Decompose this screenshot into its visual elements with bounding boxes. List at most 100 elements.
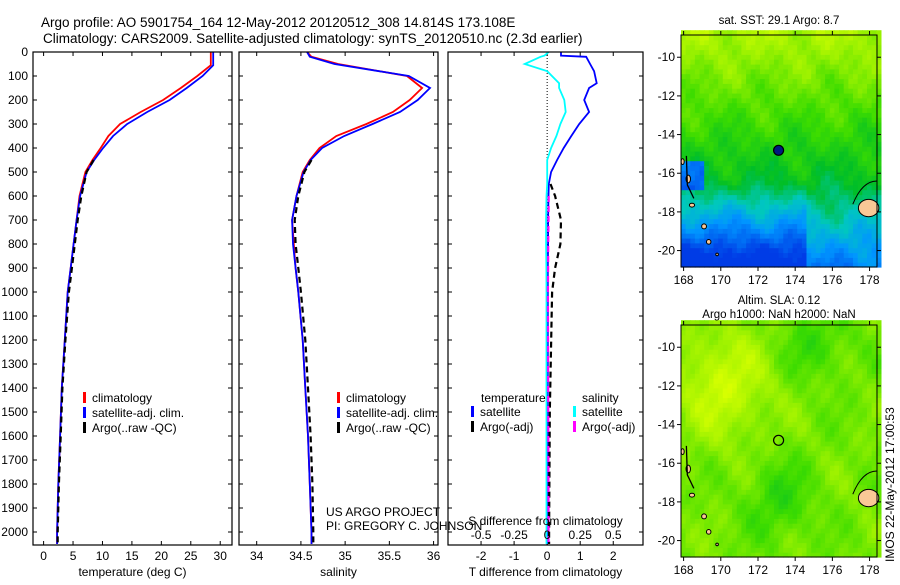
map-cell (783, 151, 789, 157)
map-cell (792, 412, 798, 418)
map-cell (722, 508, 728, 515)
map-cell (764, 494, 770, 500)
map-cell (820, 358, 826, 365)
map-cell (806, 247, 812, 254)
map-cell (787, 412, 794, 418)
map-cell (732, 508, 738, 515)
map-cell (778, 528, 784, 534)
map-cell (820, 112, 826, 118)
map-cell (718, 97, 724, 104)
map-cell (690, 228, 696, 234)
map-cell (783, 88, 789, 94)
map-cell (825, 368, 831, 374)
map-cell (718, 503, 724, 510)
map-cell (732, 126, 738, 133)
map-cell (704, 262, 710, 268)
map-cell (727, 397, 733, 403)
map-cell (764, 102, 770, 109)
map-cell (755, 233, 761, 239)
map-cell (694, 228, 701, 234)
map-cell (746, 358, 752, 365)
map-cell (815, 407, 821, 413)
map-cell (681, 344, 687, 350)
map-cell (750, 499, 756, 505)
map-cell (867, 528, 873, 534)
map-cell (741, 489, 747, 495)
map-cell (736, 412, 742, 418)
difference-panel: -2 -1 0 1 2-0.5 -0.25 0 0.25 0.5S difference fro… (447, 51, 644, 579)
map-cell (829, 257, 835, 263)
map-cell (867, 146, 873, 152)
map-cell (699, 238, 705, 244)
map-cell (694, 494, 701, 500)
island (715, 252, 719, 257)
map-cell (834, 402, 840, 408)
map-cell (825, 474, 831, 481)
map-cell (783, 44, 789, 51)
map-cell (811, 78, 817, 84)
map-cell (727, 402, 733, 408)
map-cell (694, 97, 701, 104)
map-cell (825, 465, 831, 471)
map-cell (774, 455, 780, 461)
map-cell (820, 30, 826, 36)
map-cell (797, 503, 803, 510)
map-cell (722, 537, 728, 544)
map-cell (732, 383, 738, 389)
map-cell (787, 122, 794, 128)
map-cell (704, 88, 710, 94)
map-cell (732, 30, 738, 36)
map-cell (750, 223, 756, 229)
map-cell (764, 59, 770, 65)
map-cell (871, 325, 877, 331)
map-cell (690, 223, 696, 229)
map-cell (829, 126, 835, 133)
map-cell (722, 88, 728, 94)
map-cell (867, 165, 873, 171)
map-cell (862, 397, 868, 403)
map-cell (722, 402, 728, 408)
map-cell (750, 122, 756, 128)
map-cell (755, 329, 761, 336)
map-cell (792, 465, 798, 471)
map-cell (722, 126, 728, 133)
map-cell (825, 228, 831, 234)
map-cell (685, 155, 691, 162)
map-cell (699, 474, 705, 481)
map-cell (811, 402, 817, 408)
map-cell (774, 325, 780, 331)
map-cell (825, 373, 831, 379)
map-cell (876, 329, 882, 336)
map-cell (871, 175, 877, 181)
map-cell (815, 416, 821, 423)
map-cell (825, 416, 831, 423)
map-cell (755, 247, 761, 254)
map-cell (820, 39, 826, 46)
map-cell (750, 445, 756, 452)
map-cell (681, 426, 687, 432)
map-cell (801, 354, 808, 360)
map-cell (778, 532, 784, 539)
map-cell (787, 320, 794, 326)
map-cell (704, 455, 710, 461)
map-cell (755, 484, 761, 490)
series-line-s-argo-adj- (546, 195, 550, 544)
map-cell (783, 126, 789, 133)
map-cell (699, 479, 705, 486)
map-cell (829, 397, 835, 403)
map-cell (820, 455, 826, 461)
depth-tick-label: 1000 (1, 285, 28, 299)
map-cell (862, 484, 868, 490)
map-cell (862, 339, 868, 345)
map-cell (681, 44, 687, 51)
map-cell (764, 184, 770, 191)
map-cell (853, 146, 859, 152)
map-cell (681, 470, 687, 476)
map-cell (685, 431, 691, 437)
map-cell (867, 479, 873, 486)
map-cell (843, 528, 849, 534)
map-cell (704, 112, 710, 118)
map-cell (778, 436, 784, 442)
depth-tick-label: 1500 (1, 405, 28, 419)
map-cell (829, 402, 835, 408)
